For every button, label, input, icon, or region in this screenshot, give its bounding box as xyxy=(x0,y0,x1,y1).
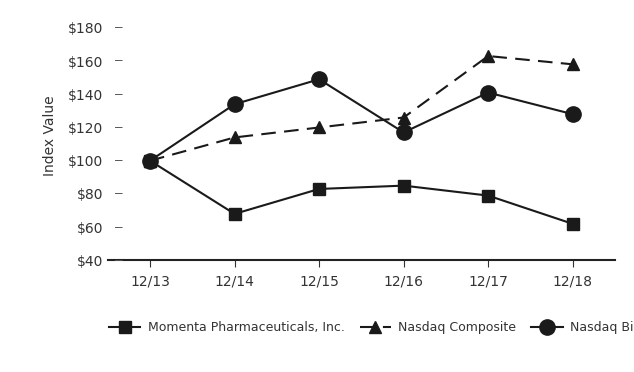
Text: —: — xyxy=(115,121,122,134)
Text: —: — xyxy=(115,21,122,34)
Text: —: — xyxy=(115,187,122,201)
Text: —: — xyxy=(115,88,122,101)
Y-axis label: Index Value: Index Value xyxy=(43,96,57,176)
Legend: Momenta Pharmaceuticals, Inc., Nasdaq Composite, Nasdaq Biotechnology: Momenta Pharmaceuticals, Inc., Nasdaq Co… xyxy=(109,321,634,334)
Text: —: — xyxy=(115,55,122,67)
Text: —: — xyxy=(115,154,122,167)
Text: —: — xyxy=(115,221,122,234)
Text: —: — xyxy=(115,254,122,267)
